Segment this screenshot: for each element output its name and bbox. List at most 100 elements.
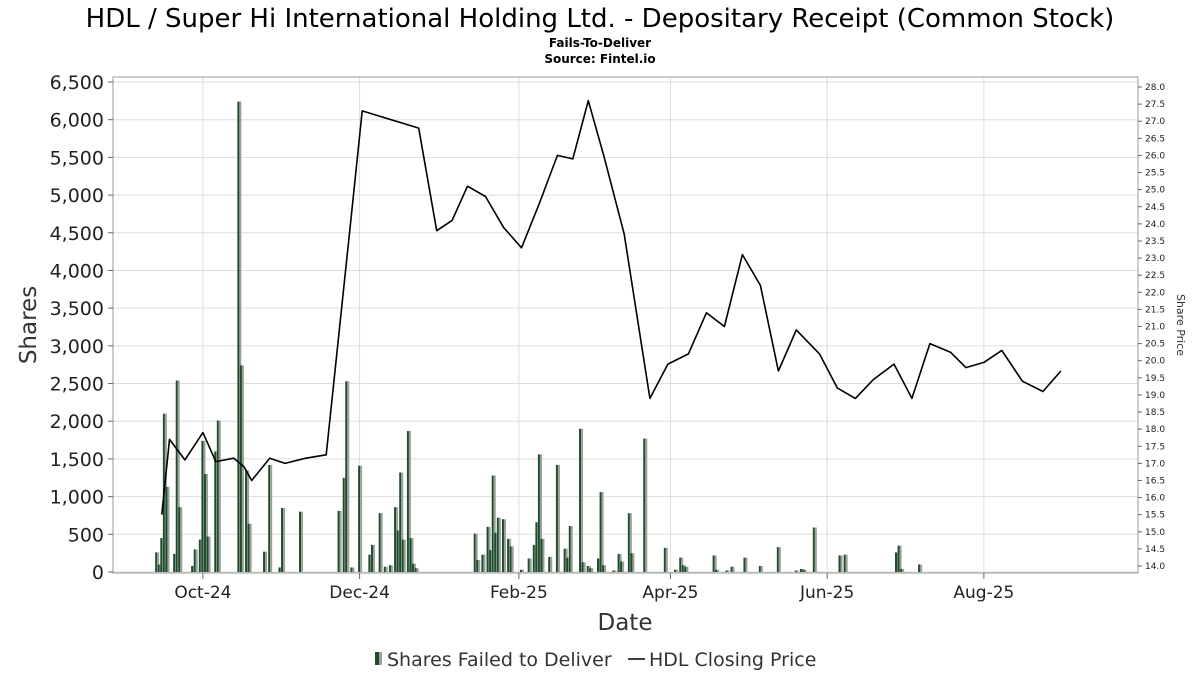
fail-bar-shade bbox=[177, 380, 180, 572]
fail-bar bbox=[399, 472, 402, 572]
fail-bar-shade bbox=[195, 549, 198, 572]
fail-bar-shade bbox=[665, 547, 668, 572]
fail-bar bbox=[414, 568, 417, 572]
fail-bar-shade bbox=[360, 465, 363, 572]
y-tick-label: 0 bbox=[92, 562, 104, 584]
fail-bar-shade bbox=[385, 566, 388, 572]
fail-bar-shade bbox=[347, 381, 350, 572]
fail-bar bbox=[394, 507, 397, 572]
x-tick-label: Apr-25 bbox=[642, 583, 698, 603]
fail-bar bbox=[473, 533, 476, 572]
legend-label-price: HDL Closing Price bbox=[649, 649, 816, 671]
fail-bar bbox=[214, 451, 217, 572]
y-tick-label: 4,500 bbox=[50, 223, 104, 245]
fail-bar bbox=[843, 554, 846, 572]
fail-bar bbox=[509, 546, 512, 572]
y2-tick-label: 19.0 bbox=[1145, 391, 1165, 401]
fail-bar-shade bbox=[570, 526, 573, 572]
x-tick-label: Feb-25 bbox=[490, 583, 548, 603]
chart-title: HDL / Super Hi International Holding Ltd… bbox=[86, 4, 1115, 34]
y-tick-label: 500 bbox=[68, 524, 104, 546]
y2-tick-label: 21.5 bbox=[1145, 305, 1165, 315]
fail-bar-shade bbox=[503, 519, 506, 572]
y-tick-label: 2,000 bbox=[50, 411, 104, 433]
y2-tick-label: 22.0 bbox=[1145, 288, 1165, 298]
fail-bar-shade bbox=[732, 566, 735, 572]
fail-bar bbox=[206, 536, 209, 572]
y-tick-label: 2,500 bbox=[50, 374, 104, 396]
fail-bar bbox=[612, 570, 615, 572]
y2-tick-label: 26.5 bbox=[1145, 134, 1165, 144]
fail-bar bbox=[378, 513, 381, 572]
fail-bar bbox=[337, 510, 340, 572]
fail-bar bbox=[342, 477, 345, 572]
y2-tick-label: 25.5 bbox=[1145, 169, 1165, 179]
y2-tick-label: 18.5 bbox=[1145, 408, 1165, 418]
fail-bar bbox=[589, 568, 592, 572]
fail-bar bbox=[203, 474, 206, 572]
fail-bar-shade bbox=[408, 431, 411, 572]
y2-tick-label: 16.0 bbox=[1145, 494, 1165, 504]
fail-bar-shade bbox=[239, 101, 242, 572]
fail-bar-shade bbox=[416, 568, 419, 572]
y-tick-label: 1,000 bbox=[50, 487, 104, 509]
fail-bar-shade bbox=[796, 570, 799, 572]
fail-bar-shade bbox=[488, 526, 491, 572]
fail-bar-shade bbox=[339, 510, 342, 572]
fail-bar bbox=[535, 522, 538, 572]
fail-bar bbox=[581, 562, 584, 572]
fail-bar-shade bbox=[401, 472, 404, 572]
y2-tick-label: 24.0 bbox=[1145, 220, 1165, 230]
fail-bar bbox=[486, 526, 489, 572]
plot-frame bbox=[112, 76, 1139, 574]
y2-tick-label: 15.5 bbox=[1145, 511, 1165, 521]
y-axis-label: Shares bbox=[16, 286, 42, 364]
fail-bar bbox=[489, 550, 492, 572]
fail-bar bbox=[630, 553, 633, 572]
fail-bar bbox=[278, 567, 281, 572]
y-tick-label: 3,500 bbox=[50, 298, 104, 320]
x-axis-label: Date bbox=[598, 610, 653, 636]
fail-bar bbox=[681, 565, 684, 572]
fail-bar-shade bbox=[483, 554, 486, 572]
fail-bar-shade bbox=[717, 569, 720, 572]
fail-bar bbox=[620, 561, 623, 572]
fail-bar-shade bbox=[714, 555, 717, 572]
fail-bar bbox=[368, 554, 371, 572]
fail-bar bbox=[566, 557, 569, 572]
fail-bar bbox=[900, 568, 903, 572]
y2-tick-label: 25.0 bbox=[1145, 186, 1165, 196]
fail-bar-shade bbox=[550, 556, 553, 572]
fail-bar-shade bbox=[899, 545, 902, 572]
fail-bar bbox=[160, 538, 163, 572]
fail-bar-shade bbox=[539, 454, 542, 572]
fail-bar bbox=[532, 544, 535, 572]
fail-bar-shade bbox=[403, 539, 406, 572]
fail-bar-shade bbox=[840, 555, 843, 572]
fail-bar bbox=[537, 454, 540, 572]
fail-bar bbox=[406, 431, 409, 572]
fail-bar-shade bbox=[521, 569, 524, 572]
fail-bar bbox=[918, 564, 921, 572]
y2-tick-label: 18.0 bbox=[1145, 425, 1165, 435]
fail-bar bbox=[247, 523, 250, 572]
fail-bar-shade bbox=[591, 568, 594, 572]
fail-bar bbox=[191, 565, 194, 572]
y2-tick-label: 15.0 bbox=[1145, 528, 1165, 538]
fail-bar-shade bbox=[511, 546, 514, 572]
fail-bar bbox=[715, 569, 718, 572]
y2-tick-label: 16.5 bbox=[1145, 476, 1165, 486]
y-tick-label: 5,500 bbox=[50, 147, 104, 169]
fail-bar bbox=[568, 526, 571, 572]
fail-bar bbox=[216, 420, 219, 572]
fail-bar bbox=[627, 513, 630, 572]
fail-bar bbox=[597, 558, 600, 572]
fail-bar bbox=[617, 553, 620, 572]
fail-bar-shade bbox=[218, 420, 221, 572]
fail-bar bbox=[725, 570, 728, 572]
fail-bar bbox=[602, 565, 605, 572]
y2-tick-label: 17.5 bbox=[1145, 442, 1165, 452]
fail-bar bbox=[198, 539, 201, 572]
